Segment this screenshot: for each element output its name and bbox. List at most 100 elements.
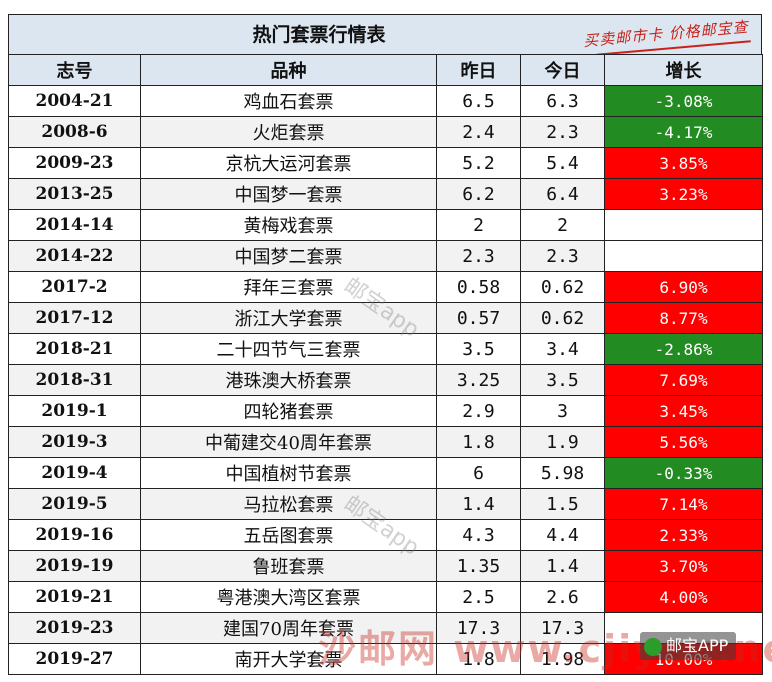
cell-change: 8.77% (604, 302, 763, 334)
table-row: 2019-27 南开大学套票 1.8 1.98 10.00% (8, 643, 763, 675)
cell-yesterday: 3.5 (436, 333, 521, 365)
cell-yesterday: 4.3 (436, 519, 521, 551)
table-row: 2019-23 建国70周年套票 17.3 17.3 (8, 612, 763, 644)
cell-today: 0.62 (520, 271, 605, 303)
table-row: 2013-25 中国梦一套票 6.2 6.4 3.23% (8, 178, 763, 210)
table-body: 2004-21 鸡血石套票 6.5 6.3 -3.08% 2008-6 火炬套票 2.4 2.3… (8, 85, 763, 675)
cell-today: 5.98 (520, 457, 605, 489)
table-row: 2014-14 黄梅戏套票 2 2 (8, 209, 763, 241)
cell-name: 中国梦一套票 (140, 178, 437, 210)
table-row: 2018-21 二十四节气三套票 3.5 3.4 -2.86% (8, 333, 763, 365)
cell-name: 中国植树节套票 (140, 457, 437, 489)
cell-change: -2.86% (604, 333, 763, 365)
table-row: 2008-6 火炬套票 2.4 2.3 -4.17% (8, 116, 763, 148)
table-row: 2019-1 四轮猪套票 2.9 3 3.45% (8, 395, 763, 427)
col-header-change: 增长 (604, 54, 763, 86)
cell-code: 2017-12 (8, 302, 141, 334)
cell-change: 7.69% (604, 364, 763, 396)
table-row: 2019-16 五岳图套票 4.3 4.4 2.33% (8, 519, 763, 551)
cell-name: 粤港澳大湾区套票 (140, 581, 437, 613)
table-row: 2004-21 鸡血石套票 6.5 6.3 -3.08% (8, 85, 763, 117)
cell-today: 2.3 (520, 240, 605, 272)
cell-name: 浙江大学套票 (140, 302, 437, 334)
table-row: 2017-12 浙江大学套票 0.57 0.62 8.77% (8, 302, 763, 334)
cell-name: 火炬套票 (140, 116, 437, 148)
cell-change: 2.33% (604, 519, 763, 551)
cell-change: 7.14% (604, 488, 763, 520)
price-table: 志号 品种 昨日 今日 增长 2004-21 鸡血石套票 6.5 6.3 -3.08% 2… (8, 54, 763, 675)
cell-yesterday: 1.8 (436, 426, 521, 458)
cell-today: 1.5 (520, 488, 605, 520)
cell-change: 3.45% (604, 395, 763, 427)
cell-code: 2018-21 (8, 333, 141, 365)
col-header-yesterday: 昨日 (436, 54, 521, 86)
cell-change: 3.23% (604, 178, 763, 210)
cell-change: 6.90% (604, 271, 763, 303)
title-row: 热门套票行情表 买卖邮市卡 价格邮宝查 (8, 14, 762, 56)
cell-today: 2.3 (520, 116, 605, 148)
cell-code: 2014-14 (8, 209, 141, 241)
cell-today: 1.9 (520, 426, 605, 458)
cell-yesterday: 17.3 (436, 612, 521, 644)
cell-today: 17.3 (520, 612, 605, 644)
cell-today: 2 (520, 209, 605, 241)
cell-name: 拜年三套票 (140, 271, 437, 303)
cell-yesterday: 5.2 (436, 147, 521, 179)
cell-change (604, 612, 763, 644)
cell-today: 2.6 (520, 581, 605, 613)
cell-code: 2019-5 (8, 488, 141, 520)
table-row: 2009-23 京杭大运河套票 5.2 5.4 3.85% (8, 147, 763, 179)
cell-code: 2019-27 (8, 643, 141, 675)
cell-today: 3.5 (520, 364, 605, 396)
cell-today: 5.4 (520, 147, 605, 179)
cell-name: 马拉松套票 (140, 488, 437, 520)
cell-code: 2017-2 (8, 271, 141, 303)
table-row: 2014-22 中国梦二套票 2.3 2.3 (8, 240, 763, 272)
cell-name: 黄梅戏套票 (140, 209, 437, 241)
market-sheet: 热门套票行情表 买卖邮市卡 价格邮宝查 志号 品种 昨日 今日 增长 2004-… (8, 14, 763, 678)
table-row: 2019-21 粤港澳大湾区套票 2.5 2.6 4.00% (8, 581, 763, 613)
cell-code: 2019-3 (8, 426, 141, 458)
table-row: 2019-19 鲁班套票 1.35 1.4 3.70% (8, 550, 763, 582)
cell-yesterday: 0.57 (436, 302, 521, 334)
cell-yesterday: 1.4 (436, 488, 521, 520)
cell-yesterday: 6 (436, 457, 521, 489)
cell-yesterday: 6.2 (436, 178, 521, 210)
table-row: 2019-3 中葡建交40周年套票 1.8 1.9 5.56% (8, 426, 763, 458)
cell-change: 5.56% (604, 426, 763, 458)
cell-name: 鲁班套票 (140, 550, 437, 582)
header-row: 志号 品种 昨日 今日 增长 (8, 54, 763, 86)
cell-today: 3.4 (520, 333, 605, 365)
cell-yesterday: 2.9 (436, 395, 521, 427)
cell-change: 10.00% (604, 643, 763, 675)
cell-yesterday: 2.5 (436, 581, 521, 613)
cell-name: 五岳图套票 (140, 519, 437, 551)
cell-change: -4.17% (604, 116, 763, 148)
cell-yesterday: 1.35 (436, 550, 521, 582)
cell-code: 2004-21 (8, 85, 141, 117)
cell-code: 2008-6 (8, 116, 141, 148)
cell-today: 6.3 (520, 85, 605, 117)
cell-change (604, 209, 763, 241)
sheet-title: 热门套票行情表 (252, 24, 386, 46)
cell-change: 4.00% (604, 581, 763, 613)
cell-name: 京杭大运河套票 (140, 147, 437, 179)
cell-today: 3 (520, 395, 605, 427)
cell-name: 建国70周年套票 (140, 612, 437, 644)
cell-yesterday: 2.4 (436, 116, 521, 148)
cell-code: 2019-23 (8, 612, 141, 644)
cell-code: 2019-1 (8, 395, 141, 427)
cell-name: 中葡建交40周年套票 (140, 426, 437, 458)
col-header-today: 今日 (520, 54, 605, 86)
col-header-name: 品种 (140, 54, 437, 86)
cell-today: 1.98 (520, 643, 605, 675)
cell-name: 港珠澳大桥套票 (140, 364, 437, 396)
table-row: 2019-4 中国植树节套票 6 5.98 -0.33% (8, 457, 763, 489)
cell-yesterday: 2.3 (436, 240, 521, 272)
cell-change: -3.08% (604, 85, 763, 117)
cell-today: 6.4 (520, 178, 605, 210)
cell-code: 2009-23 (8, 147, 141, 179)
cell-code: 2019-16 (8, 519, 141, 551)
cell-code: 2019-21 (8, 581, 141, 613)
cell-change (604, 240, 763, 272)
